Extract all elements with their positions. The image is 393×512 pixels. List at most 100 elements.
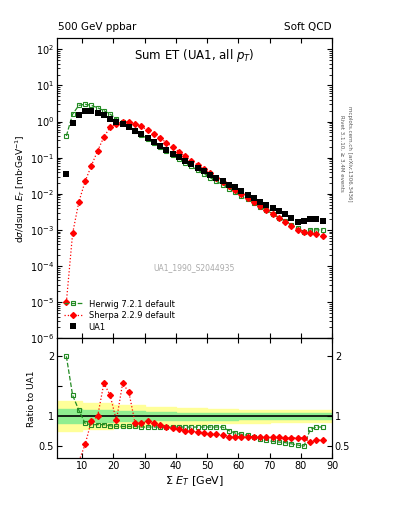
Sherpa 2.2.9 default: [220, 179, 225, 185]
Herwig 7.2.1 default: [152, 140, 156, 146]
UA1: [320, 218, 325, 224]
UA1: [127, 124, 131, 130]
Text: 500 GeV ppbar: 500 GeV ppbar: [58, 22, 136, 32]
UA1: [195, 165, 200, 171]
UA1: [89, 109, 94, 115]
Text: mcplots.cern.ch [arXiv:1306.3436]: mcplots.cern.ch [arXiv:1306.3436]: [347, 106, 352, 201]
Herwig 7.2.1 default: [245, 196, 250, 202]
Sherpa 2.2.9 default: [77, 199, 81, 205]
Sherpa 2.2.9 default: [195, 162, 200, 168]
UA1: [264, 202, 269, 208]
Herwig 7.2.1 default: [264, 207, 269, 214]
Herwig 7.2.1 default: [208, 175, 213, 181]
UA1: [95, 110, 100, 116]
Sherpa 2.2.9 default: [296, 227, 300, 233]
Sherpa 2.2.9 default: [183, 153, 187, 159]
UA1: [83, 108, 88, 114]
Legend: Herwig 7.2.1 default, Sherpa 2.2.9 default, UA1: Herwig 7.2.1 default, Sherpa 2.2.9 defau…: [61, 297, 177, 334]
Herwig 7.2.1 default: [214, 178, 219, 184]
Herwig 7.2.1 default: [195, 167, 200, 173]
Sherpa 2.2.9 default: [145, 127, 150, 133]
Herwig 7.2.1 default: [89, 102, 94, 109]
UA1: [258, 199, 263, 205]
Herwig 7.2.1 default: [170, 152, 175, 158]
Herwig 7.2.1 default: [258, 204, 263, 210]
Herwig 7.2.1 default: [289, 222, 294, 228]
Herwig 7.2.1 default: [320, 227, 325, 233]
Herwig 7.2.1 default: [277, 215, 281, 221]
Herwig 7.2.1 default: [283, 218, 288, 224]
UA1: [289, 215, 294, 221]
Sherpa 2.2.9 default: [64, 299, 69, 305]
Sherpa 2.2.9 default: [233, 186, 237, 193]
Herwig 7.2.1 default: [158, 144, 163, 150]
Sherpa 2.2.9 default: [202, 166, 206, 172]
Herwig 7.2.1 default: [220, 181, 225, 187]
Text: Sum ET (UA1, all $p_T$): Sum ET (UA1, all $p_T$): [134, 48, 255, 65]
Sherpa 2.2.9 default: [308, 230, 312, 237]
UA1: [283, 210, 288, 217]
Sherpa 2.2.9 default: [270, 210, 275, 217]
Sherpa 2.2.9 default: [152, 131, 156, 137]
Herwig 7.2.1 default: [133, 127, 138, 134]
Sherpa 2.2.9 default: [320, 232, 325, 239]
UA1: [164, 147, 169, 153]
Sherpa 2.2.9 default: [108, 124, 112, 130]
UA1: [252, 195, 256, 201]
Sherpa 2.2.9 default: [70, 230, 75, 237]
Herwig 7.2.1 default: [183, 160, 187, 166]
UA1: [133, 128, 138, 134]
Sherpa 2.2.9 default: [170, 144, 175, 150]
Sherpa 2.2.9 default: [258, 203, 263, 209]
Sherpa 2.2.9 default: [139, 123, 144, 130]
Sherpa 2.2.9 default: [120, 119, 125, 125]
UA1: [308, 216, 312, 222]
Sherpa 2.2.9 default: [208, 170, 213, 176]
Herwig 7.2.1 default: [308, 227, 312, 233]
Herwig 7.2.1 default: [164, 148, 169, 154]
UA1: [139, 132, 144, 138]
Herwig 7.2.1 default: [145, 136, 150, 142]
UA1: [108, 116, 112, 122]
Line: UA1: UA1: [64, 108, 325, 224]
UA1: [227, 181, 231, 187]
Sherpa 2.2.9 default: [227, 183, 231, 189]
UA1: [220, 178, 225, 184]
UA1: [314, 216, 319, 222]
UA1: [296, 219, 300, 225]
Sherpa 2.2.9 default: [127, 119, 131, 125]
Sherpa 2.2.9 default: [314, 231, 319, 238]
UA1: [114, 118, 119, 124]
Herwig 7.2.1 default: [139, 132, 144, 138]
Sherpa 2.2.9 default: [245, 195, 250, 201]
Herwig 7.2.1 default: [233, 189, 237, 196]
Text: Soft QCD: Soft QCD: [284, 22, 331, 32]
Herwig 7.2.1 default: [296, 225, 300, 231]
Herwig 7.2.1 default: [202, 170, 206, 177]
UA1: [170, 151, 175, 157]
X-axis label: $\Sigma$ $E_T$ [GeV]: $\Sigma$ $E_T$ [GeV]: [165, 474, 224, 487]
Line: Herwig 7.2.1 default: Herwig 7.2.1 default: [64, 102, 325, 234]
Text: UA1_1990_S2044935: UA1_1990_S2044935: [154, 263, 235, 272]
Sherpa 2.2.9 default: [214, 175, 219, 181]
Herwig 7.2.1 default: [127, 123, 131, 130]
UA1: [145, 135, 150, 141]
Herwig 7.2.1 default: [64, 133, 69, 139]
UA1: [233, 184, 237, 190]
Herwig 7.2.1 default: [239, 193, 244, 199]
Herwig 7.2.1 default: [70, 111, 75, 117]
UA1: [245, 191, 250, 198]
Herwig 7.2.1 default: [95, 105, 100, 111]
UA1: [158, 143, 163, 149]
Herwig 7.2.1 default: [101, 108, 106, 114]
Herwig 7.2.1 default: [189, 163, 194, 169]
Sherpa 2.2.9 default: [133, 120, 138, 126]
Sherpa 2.2.9 default: [101, 134, 106, 140]
Line: Sherpa 2.2.9 default: Sherpa 2.2.9 default: [64, 120, 325, 304]
Sherpa 2.2.9 default: [289, 223, 294, 229]
UA1: [152, 139, 156, 145]
Sherpa 2.2.9 default: [239, 190, 244, 197]
Herwig 7.2.1 default: [176, 156, 181, 162]
Sherpa 2.2.9 default: [83, 178, 88, 184]
Herwig 7.2.1 default: [314, 227, 319, 233]
